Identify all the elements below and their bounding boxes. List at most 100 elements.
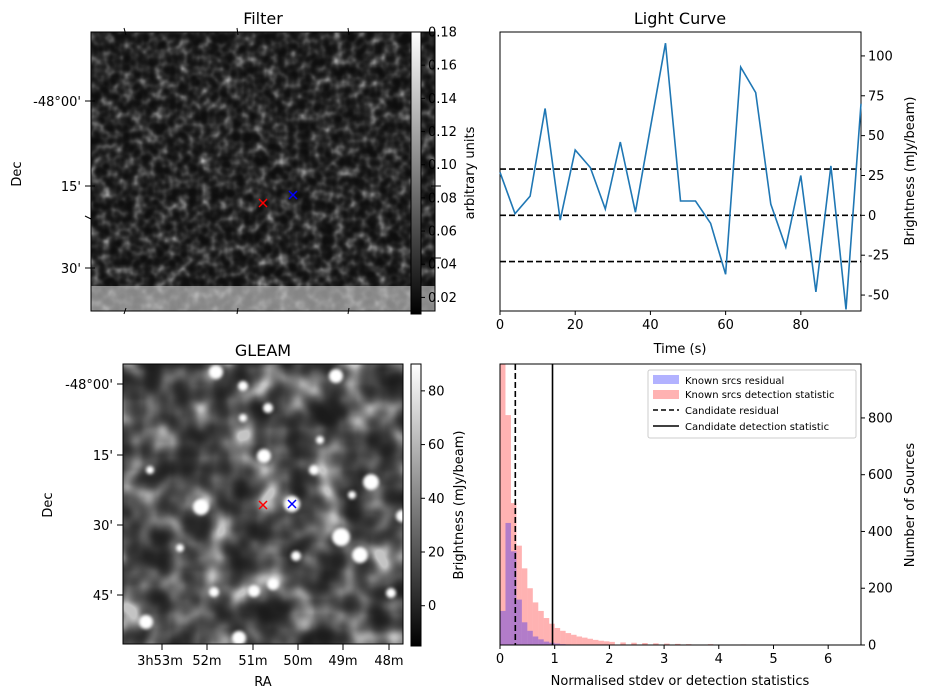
histogram-bar-residual-3 bbox=[516, 599, 522, 645]
histogram-bar-detection-19 bbox=[603, 641, 610, 645]
filter-ytick-2: 15' bbox=[61, 180, 81, 195]
gleam-ytick-2: 15' bbox=[93, 449, 113, 464]
histogram-bar-detection-10 bbox=[554, 627, 561, 645]
filter-cbar-tick-4: 0.10 bbox=[428, 158, 457, 173]
filter-colorbar: 0.02 0.04 0.06 0.08 0.10 0.12 0.14 0.16 0.18 arb… bbox=[410, 26, 478, 315]
histogram-xtick-4: 4 bbox=[715, 652, 723, 667]
legend-label-candidate-residual: Candidate residual bbox=[685, 406, 779, 417]
histogram-bar-residual-10 bbox=[554, 643, 561, 645]
gleam-marker-red bbox=[258, 500, 268, 510]
histogram-bar-detection-17 bbox=[592, 639, 599, 645]
gleam-xtick-1: 3h53m bbox=[137, 654, 183, 669]
filter-panel: Filter -48°00' 15' 30' Dec 0.02 0.04 bbox=[10, 9, 478, 315]
legend-swatch-residual bbox=[653, 375, 679, 384]
lightcurve-ytick-4: 50 bbox=[868, 129, 885, 144]
gleam-xtick-4: 50m bbox=[283, 654, 312, 669]
filter-image bbox=[91, 32, 435, 311]
lightcurve-ytick-6: 100 bbox=[868, 49, 893, 64]
gleam-cbar-tick-0: 0 bbox=[428, 599, 436, 614]
histogram-xtick-0: 0 bbox=[496, 652, 504, 667]
histogram-bar-detection-7 bbox=[538, 610, 544, 645]
gleam-colorbar-ticks: 0 20 40 60 80 bbox=[421, 384, 445, 614]
histogram-bar-detection-18 bbox=[598, 640, 604, 645]
histogram-bar-detection-3 bbox=[516, 545, 522, 645]
filter-cbar-tick-0: 0.02 bbox=[428, 291, 457, 306]
legend-label-candidate-detection: Candidate detection statistic bbox=[685, 422, 829, 433]
histogram-bar-detection-5 bbox=[527, 588, 533, 645]
gleam-cbar-tick-1: 20 bbox=[428, 546, 445, 561]
gleam-cbar-tick-3: 60 bbox=[428, 438, 445, 453]
lightcurve-threshold-lines bbox=[500, 168, 861, 263]
histogram-bar-residual-7 bbox=[538, 639, 544, 645]
filter-colorbar-label: arbitrary units bbox=[463, 126, 478, 219]
histogram-bar-residual-2 bbox=[510, 551, 517, 645]
gleam-frame bbox=[122, 363, 404, 645]
gleam-x-ticks: 3h53m 52m 51m 50m 49m 48m bbox=[137, 644, 404, 669]
gleam-markers bbox=[258, 499, 297, 510]
filter-ylabel: Dec bbox=[10, 161, 25, 186]
legend-label-detection: Known srcs detection statistic bbox=[685, 390, 834, 401]
filter-ytick-3: 30' bbox=[61, 262, 81, 277]
lightcurve-ytick-0: -50 bbox=[868, 289, 889, 304]
filter-cbar-tick-3: 0.08 bbox=[428, 191, 457, 206]
gleam-cbar-tick-4: 80 bbox=[428, 384, 445, 399]
gleam-ylabel: Dec bbox=[41, 492, 56, 517]
lightcurve-ytick-5: 75 bbox=[868, 89, 885, 104]
gleam-marker-blue bbox=[287, 499, 297, 509]
lightcurve-xtick-0: 0 bbox=[496, 318, 504, 333]
histogram-bar-detection-8 bbox=[543, 618, 550, 645]
histogram-bar-residual-5 bbox=[527, 630, 533, 645]
histogram-ytick-2: 400 bbox=[868, 525, 893, 540]
histogram-xtick-2: 2 bbox=[605, 652, 613, 667]
histogram-bar-detection-14 bbox=[576, 636, 583, 645]
histogram-ylabel: Number of Sources bbox=[903, 443, 918, 568]
gleam-xtick-6: 48m bbox=[374, 654, 403, 669]
histogram-candidate-lines bbox=[514, 364, 554, 645]
lightcurve-ytick-1: -25 bbox=[868, 249, 889, 264]
filter-cbar-tick-5: 0.12 bbox=[428, 125, 457, 140]
filter-edge-ticks bbox=[84, 27, 441, 315]
histogram-bar-detection-21 bbox=[620, 642, 626, 645]
histogram-bar-detection-4 bbox=[521, 568, 528, 645]
histogram-bar-residual-6 bbox=[532, 636, 539, 645]
filter-cbar-tick-8: 0.18 bbox=[428, 26, 457, 41]
filter-colorbar-ticks: 0.02 0.04 0.06 0.08 0.10 0.12 0.14 0.16 0.18 bbox=[421, 26, 457, 306]
histogram-panel: 0 1 2 3 4 5 6 0 200 400 600 800 Normalised stdev o… bbox=[496, 363, 918, 689]
lightcurve-title: Light Curve bbox=[634, 9, 726, 28]
legend-swatch-detection bbox=[653, 390, 679, 399]
gleam-ytick-4: 45' bbox=[93, 589, 113, 604]
gleam-colorbar-label: Brightness (mJy/beam) bbox=[452, 431, 467, 580]
histogram-bar-detection-24 bbox=[653, 643, 659, 645]
histogram-legend: Known srcs residual Known srcs detection… bbox=[647, 369, 857, 439]
lightcurve-ylabel: Brightness (mJy/beam) bbox=[903, 97, 918, 246]
filter-marker-blue bbox=[288, 190, 298, 200]
histogram-bar-detection-22 bbox=[631, 642, 637, 645]
filter-cbar-tick-2: 0.06 bbox=[428, 225, 457, 240]
gleam-xtick-2: 52m bbox=[192, 654, 221, 669]
gleam-y-ticks: -48°00' 15' 30' 45' bbox=[65, 378, 123, 604]
histogram-ytick-0: 0 bbox=[868, 639, 876, 654]
histogram-frame bbox=[499, 363, 862, 646]
lightcurve-xtick-4: 80 bbox=[793, 318, 810, 333]
lightcurve-y-ticks: -50 -25 0 25 50 75 100 bbox=[861, 49, 893, 304]
gleam-colorbar: 0 20 40 60 80 Brightness (mJy/beam) bbox=[410, 363, 467, 647]
histogram-bar-detection-6 bbox=[532, 602, 539, 645]
histogram-bar-detection-23 bbox=[642, 643, 648, 645]
filter-ytick-1: -48°00' bbox=[33, 95, 81, 110]
histogram-ytick-1: 200 bbox=[868, 582, 893, 597]
histogram-bar-detection-16 bbox=[587, 638, 593, 645]
histogram-bar-residual-4 bbox=[521, 622, 528, 645]
histogram-bar-detection-26 bbox=[675, 643, 681, 645]
filter-title: Filter bbox=[243, 9, 283, 28]
histogram-bar-detection-2 bbox=[510, 503, 517, 645]
filter-markers bbox=[258, 190, 298, 208]
lightcurve-ytick-3: 25 bbox=[868, 169, 885, 184]
gleam-cbar-tick-2: 40 bbox=[428, 492, 445, 507]
histogram-xtick-1: 1 bbox=[551, 652, 559, 667]
gleam-panel: GLEAM -48°00' 15' 30' bbox=[41, 341, 467, 690]
lightcurve-panel: Light Curve 0 20 40 60 80 -50 -25 0 25 50 75 100 T… bbox=[496, 9, 918, 357]
lightcurve-xtick-2: 40 bbox=[642, 318, 659, 333]
histogram-bar-detection-12 bbox=[565, 633, 572, 645]
gleam-xtick-5: 49m bbox=[328, 654, 357, 669]
